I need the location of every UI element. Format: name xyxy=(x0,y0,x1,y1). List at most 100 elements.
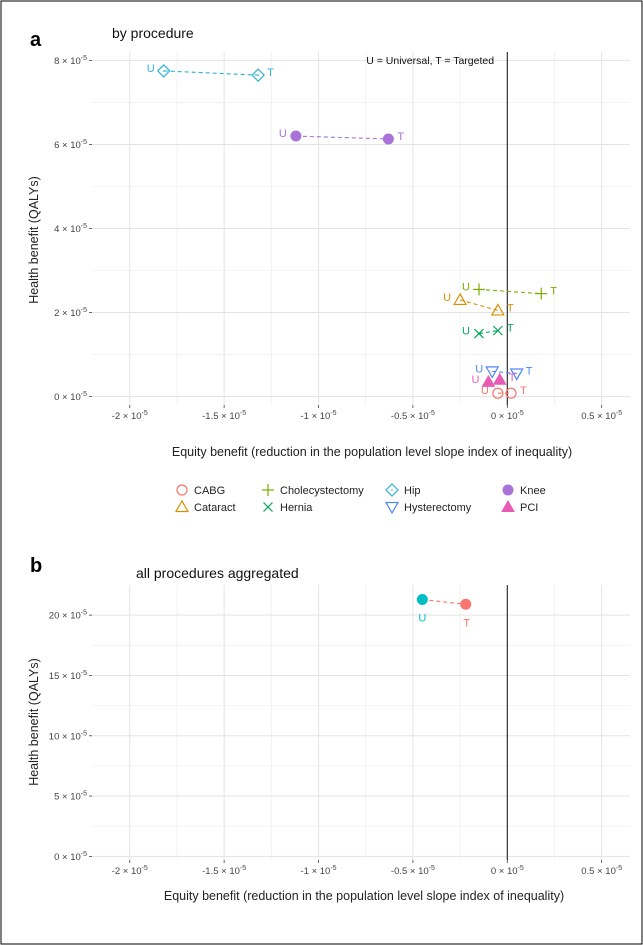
plot-a-point-t xyxy=(251,68,265,82)
plot-a-point-label: T xyxy=(397,131,404,143)
plot-a-x-tick-label: -1 × 10-5 xyxy=(300,410,336,422)
legend-key-hernia xyxy=(263,502,273,512)
plot-a-y-tick-label: 0 × 10-5 xyxy=(54,391,87,403)
plot-b-point-t xyxy=(460,598,472,610)
plot-a-point-label: T xyxy=(509,372,516,384)
plot-b-point-label: T xyxy=(463,617,470,629)
legend-item-cholecystectomy: Cholecystectomy xyxy=(262,484,364,497)
plot-a-point-label: U xyxy=(462,326,470,338)
plot-a-point-u xyxy=(485,366,500,379)
plot-a-point-label: T xyxy=(526,365,533,377)
plot-b-y-tick-label: 15 × 10-5 xyxy=(49,670,87,682)
plot-b-connector xyxy=(422,598,466,605)
plot-a-x-tick-label: 0.5 × 10-5 xyxy=(581,410,622,422)
plot-a-point-t xyxy=(490,303,505,316)
plot-a-point-label: T xyxy=(550,286,557,298)
legend-item-hysterectomy: Hysterectomy xyxy=(384,501,472,515)
plot-a-point-t xyxy=(505,387,517,399)
plot-b-x-tick-label: -1.5 × 10-5 xyxy=(202,865,246,877)
plot-a-point-t xyxy=(382,133,394,145)
plot-a-point-label: U xyxy=(279,128,287,140)
plot-a-point-label: T xyxy=(507,323,514,335)
plot-a-point-label: U xyxy=(147,63,155,75)
plot-a-gridlines xyxy=(92,52,630,405)
plot-a-point-u xyxy=(290,130,302,142)
legend-key-hysterectomy xyxy=(384,501,400,515)
plot-a-connector xyxy=(478,330,498,335)
panel-b-title: all procedures aggregated xyxy=(136,565,299,581)
legend-label: Hip xyxy=(404,485,421,497)
legend-key-cataract xyxy=(174,499,190,513)
legend-item-knee: Knee xyxy=(502,484,546,497)
panel-b-y-axis-title: Health benefit (QALYs) xyxy=(27,658,41,786)
legend-item-cataract: Cataract xyxy=(174,499,236,514)
legend-key-cabg xyxy=(176,484,188,496)
panel-b: b all procedures aggregated -2 × 10-5 -1.… xyxy=(27,555,630,903)
plot-a-y-tick-label: 6 × 10-5 xyxy=(54,139,87,151)
panel-a-y-axis-title: Health benefit (QALYs) xyxy=(27,176,41,304)
plot-a-point-t xyxy=(492,325,503,336)
panel-b-label: b xyxy=(30,555,42,577)
legend-label: Hysterectomy xyxy=(404,502,472,514)
plot-b-y-tick-label: 0 × 10-5 xyxy=(54,851,87,863)
legend-item-pci: PCI xyxy=(501,499,538,514)
legend-key-hip xyxy=(385,483,399,497)
panel-a-title: by procedure xyxy=(112,25,194,41)
plot-a-point-u xyxy=(156,64,171,78)
plot-a-point-label: U xyxy=(443,292,451,304)
panel-b-plot: -2 × 10-5 -1.5 × 10-5 -1 × 10-5 -0.5 × 10-5… xyxy=(49,585,630,877)
plot-a-point-label: U xyxy=(481,385,489,397)
plot-a-connector xyxy=(478,288,542,295)
plot-b-x-tick-label: -0.5 × 10-5 xyxy=(391,865,435,877)
legend: CABG Cataract Cholecystectomy Hernia Hip Hyst… xyxy=(174,483,546,515)
plot-a-point-label: T xyxy=(507,302,514,314)
plot-a-point-u xyxy=(481,374,496,387)
plot-a-connector xyxy=(295,135,389,140)
panel-a-x-axis-title: Equity benefit (reduction in the populat… xyxy=(172,445,572,459)
plot-a-point-u xyxy=(453,292,468,306)
plot-a-y-tick-label: 4 × 10-5 xyxy=(54,223,87,235)
plot-a-point-label: U xyxy=(471,374,479,386)
plot-a-annotation: U = Universal, T = Targeted xyxy=(366,55,494,67)
plot-a-series-cataract: UT xyxy=(443,292,514,316)
plot-b-x-tick-label: 0 × 10-5 xyxy=(491,865,524,877)
panel-b-x-axis-title: Equity benefit (reduction in the populat… xyxy=(164,889,564,903)
plot-a-point-label: U xyxy=(462,281,470,293)
legend-key-cholecystectomy xyxy=(262,484,274,496)
panel-a-plot: -2 × 10-5 -1.5 × 10-5 -1 × 10-5 -0.5 × 10-5… xyxy=(54,52,630,422)
plot-a-point-t xyxy=(492,372,507,385)
legend-label: PCI xyxy=(520,502,538,514)
plot-a-point-label: U xyxy=(475,363,483,375)
plot-a-x-tick-label: -2 × 10-5 xyxy=(112,410,148,422)
legend-item-hernia: Hernia xyxy=(263,502,313,514)
plot-b-point-label: U xyxy=(418,612,426,624)
plot-a-point-t xyxy=(509,368,524,381)
plot-a-point-u xyxy=(474,328,484,339)
plot-a-connector xyxy=(163,70,259,76)
legend-label: Hernia xyxy=(280,502,313,514)
legend-label: Cholecystectomy xyxy=(280,485,364,497)
legend-label: CABG xyxy=(194,485,225,497)
plot-b-x-tick-label: 0.5 × 10-5 xyxy=(581,865,622,877)
plot-a-y-tick-label: 2 × 10-5 xyxy=(54,307,87,319)
plot-b-x-tick-label: -2 × 10-5 xyxy=(112,865,148,877)
legend-key-knee xyxy=(502,484,514,496)
panel-a: a by procedure -2 × 10-5 -1.5 × 10-5 -1 × … xyxy=(27,25,630,459)
plot-b-y-tick-label: 20 × 10-5 xyxy=(49,610,87,622)
plot-a-y-tick-label: 8 × 10-5 xyxy=(54,55,87,67)
plot-b-point-u xyxy=(416,593,428,605)
legend-label: Knee xyxy=(520,485,546,497)
plot-b-y-tick-label: 10 × 10-5 xyxy=(49,730,87,742)
legend-key-pci xyxy=(501,499,515,512)
plot-a-x-tick-label: 0 × 10-5 xyxy=(491,410,524,422)
plot-a-point-label: T xyxy=(267,67,274,79)
